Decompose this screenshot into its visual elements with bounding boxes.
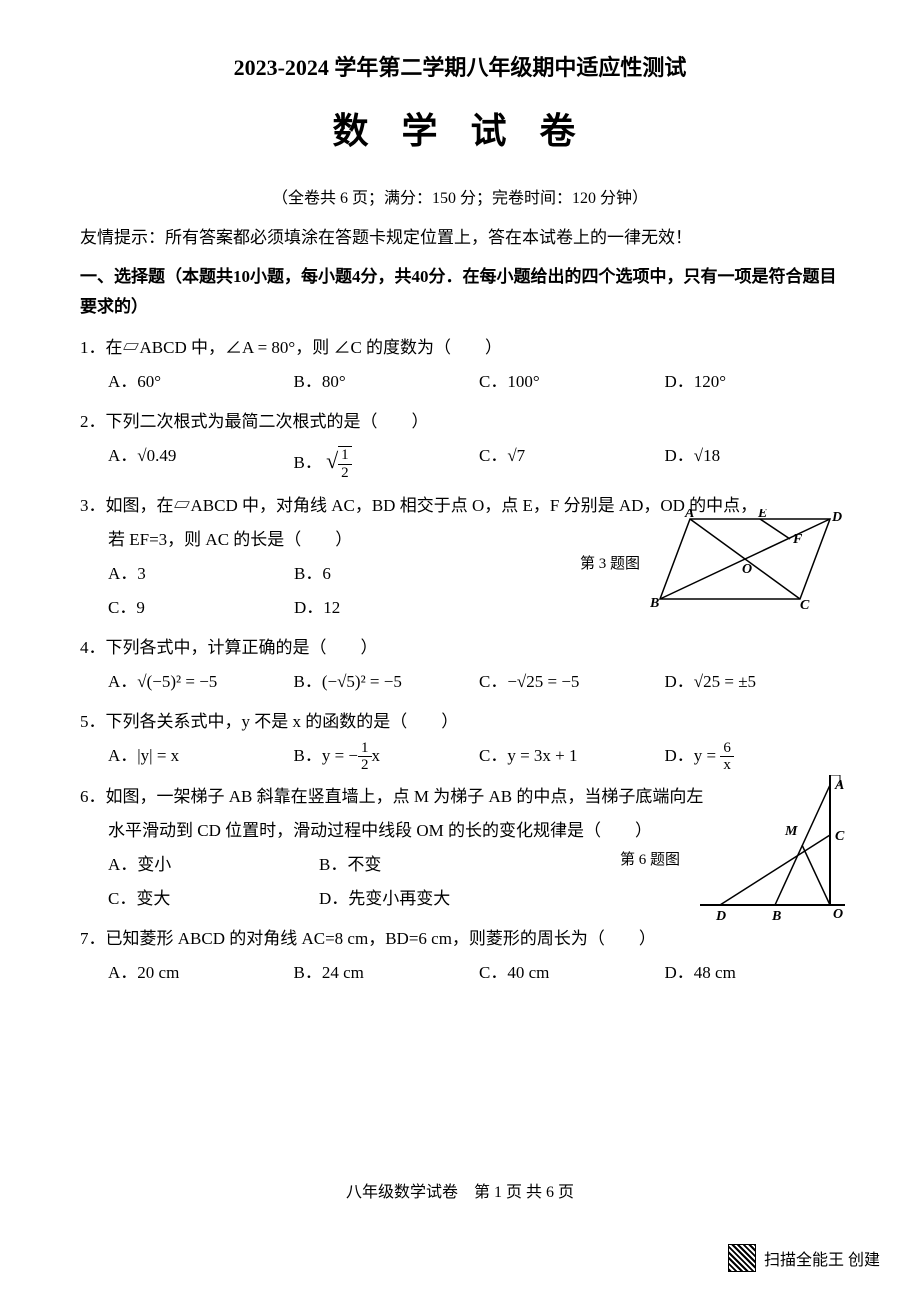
question-2: 2．下列二次根式为最简二次根式的是（ ） A．√0.49 B． √12 C．√7…: [80, 405, 840, 483]
svg-text:C: C: [800, 598, 810, 613]
section-1-title: 一、选择题（本题共10小题，每小题4分，共40分．在每小题给出的四个选项中，只有…: [80, 262, 840, 323]
q5-d-prefix: D．y =: [665, 746, 721, 765]
q3-opt-a: A．3: [108, 557, 294, 591]
q6-opt-a: A．变小: [108, 848, 319, 882]
q4-opt-d: D．√25 = ±5: [665, 665, 841, 699]
svg-text:A: A: [834, 778, 844, 793]
q5-b-prefix: B．y = −: [294, 746, 359, 765]
q5-b-suffix: x: [372, 746, 381, 765]
svg-text:E: E: [757, 509, 767, 521]
q6-opt-c: C．变大: [108, 882, 319, 916]
question-7: 7．已知菱形 ABCD 的对角线 AC=8 cm，BD=6 cm，则菱形的周长为…: [80, 922, 840, 990]
q1-opt-a: A．60°: [108, 365, 284, 399]
q3-opt-d: D．12: [294, 591, 480, 625]
q7-opt-b: B．24 cm: [294, 956, 470, 990]
q2-text: 2．下列二次根式为最简二次根式的是（ ）: [80, 405, 840, 439]
q5-text: 5．下列各关系式中，y 不是 x 的函数的是（ ）: [80, 705, 840, 739]
svg-text:C: C: [835, 829, 845, 844]
scan-watermark: 扫描全能王 创建: [728, 1244, 880, 1272]
q5-opt-d: D．y = 6x: [665, 739, 841, 774]
q5-opt-a: A．|y| = x: [108, 739, 284, 774]
q6-diagram: A C M O B D: [700, 775, 860, 925]
q3-diagram: A E D B C O F: [650, 509, 850, 614]
q3-opt-b: B．6: [294, 557, 480, 591]
q3-opt-c: C．9: [108, 591, 294, 625]
notice-text: 友情提示：所有答案都必须填涂在答题卡规定位置上，答在本试卷上的一律无效！: [80, 223, 840, 254]
svg-text:B: B: [650, 596, 659, 611]
header-title: 2023-2024 学年第二学期八年级期中适应性测试: [80, 50, 840, 82]
q1-opt-d: D．120°: [665, 365, 841, 399]
question-4: 4．下列各式中，计算正确的是（ ） A．√(−5)² = −5 B．(−√5)²…: [80, 631, 840, 699]
q4-opt-c: C．−√25 = −5: [479, 665, 655, 699]
exam-info: （全卷共 6 页；满分：150 分；完卷时间：120 分钟）: [80, 184, 840, 208]
q7-opt-a: A．20 cm: [108, 956, 284, 990]
q4-opt-a: A．√(−5)² = −5: [108, 665, 284, 699]
svg-text:O: O: [833, 907, 843, 922]
q1-opt-c: C．100°: [479, 365, 655, 399]
question-6: 6．如图，一架梯子 AB 斜靠在竖直墙上，点 M 为梯子 AB 的中点，当梯子底…: [80, 780, 840, 916]
q6-opt-b: B．不变: [319, 848, 530, 882]
q1-opt-b: B．80°: [294, 365, 470, 399]
q7-opt-c: C．40 cm: [479, 956, 655, 990]
q6-fig-label: 第 6 题图: [620, 845, 680, 875]
page-footer: 八年级数学试卷 第 1 页 共 6 页: [0, 1178, 920, 1202]
q2-opt-d: D．√18: [665, 439, 841, 483]
qr-icon: [728, 1244, 756, 1272]
q2-opt-a: A．√0.49: [108, 439, 284, 483]
q4-text: 4．下列各式中，计算正确的是（ ）: [80, 631, 840, 665]
q5-opt-b: B．y = −12x: [294, 739, 470, 774]
question-5: 5．下列各关系式中，y 不是 x 的函数的是（ ） A．|y| = x B．y …: [80, 705, 840, 774]
svg-text:F: F: [792, 532, 803, 547]
q2-opt-b: B． √12: [294, 439, 470, 483]
figure-q6: 第 6 题图 A C M O B D: [700, 775, 860, 937]
main-title: 数 学 试 卷: [80, 102, 840, 154]
q2-opt-c: C．√7: [479, 439, 655, 483]
svg-text:D: D: [831, 510, 842, 525]
question-1: 1．在▱ABCD 中，∠A = 80°，则 ∠C 的度数为（ ） A．60° B…: [80, 331, 840, 399]
q3-fig-label: 第 3 题图: [580, 549, 640, 579]
figure-q3: 第 3 题图 A E D B C O F: [650, 509, 850, 626]
q6-opt-d: D．先变小再变大: [319, 882, 530, 916]
q5-opt-c: C．y = 3x + 1: [479, 739, 655, 774]
q1-text: 1．在▱ABCD 中，∠A = 80°，则 ∠C 的度数为（ ）: [80, 331, 840, 365]
svg-text:A: A: [684, 509, 694, 521]
scan-text: 扫描全能王 创建: [764, 1246, 880, 1270]
svg-text:O: O: [742, 562, 752, 577]
question-3: 3．如图，在▱ABCD 中，对角线 AC，BD 相交于点 O，点 E，F 分别是…: [80, 489, 840, 625]
q7-opt-d: D．48 cm: [665, 956, 841, 990]
q7-text: 7．已知菱形 ABCD 的对角线 AC=8 cm，BD=6 cm，则菱形的周长为…: [80, 922, 840, 956]
svg-text:M: M: [784, 824, 798, 839]
q4-opt-b: B．(−√5)² = −5: [294, 665, 470, 699]
q2-b-prefix: B．: [294, 453, 322, 472]
